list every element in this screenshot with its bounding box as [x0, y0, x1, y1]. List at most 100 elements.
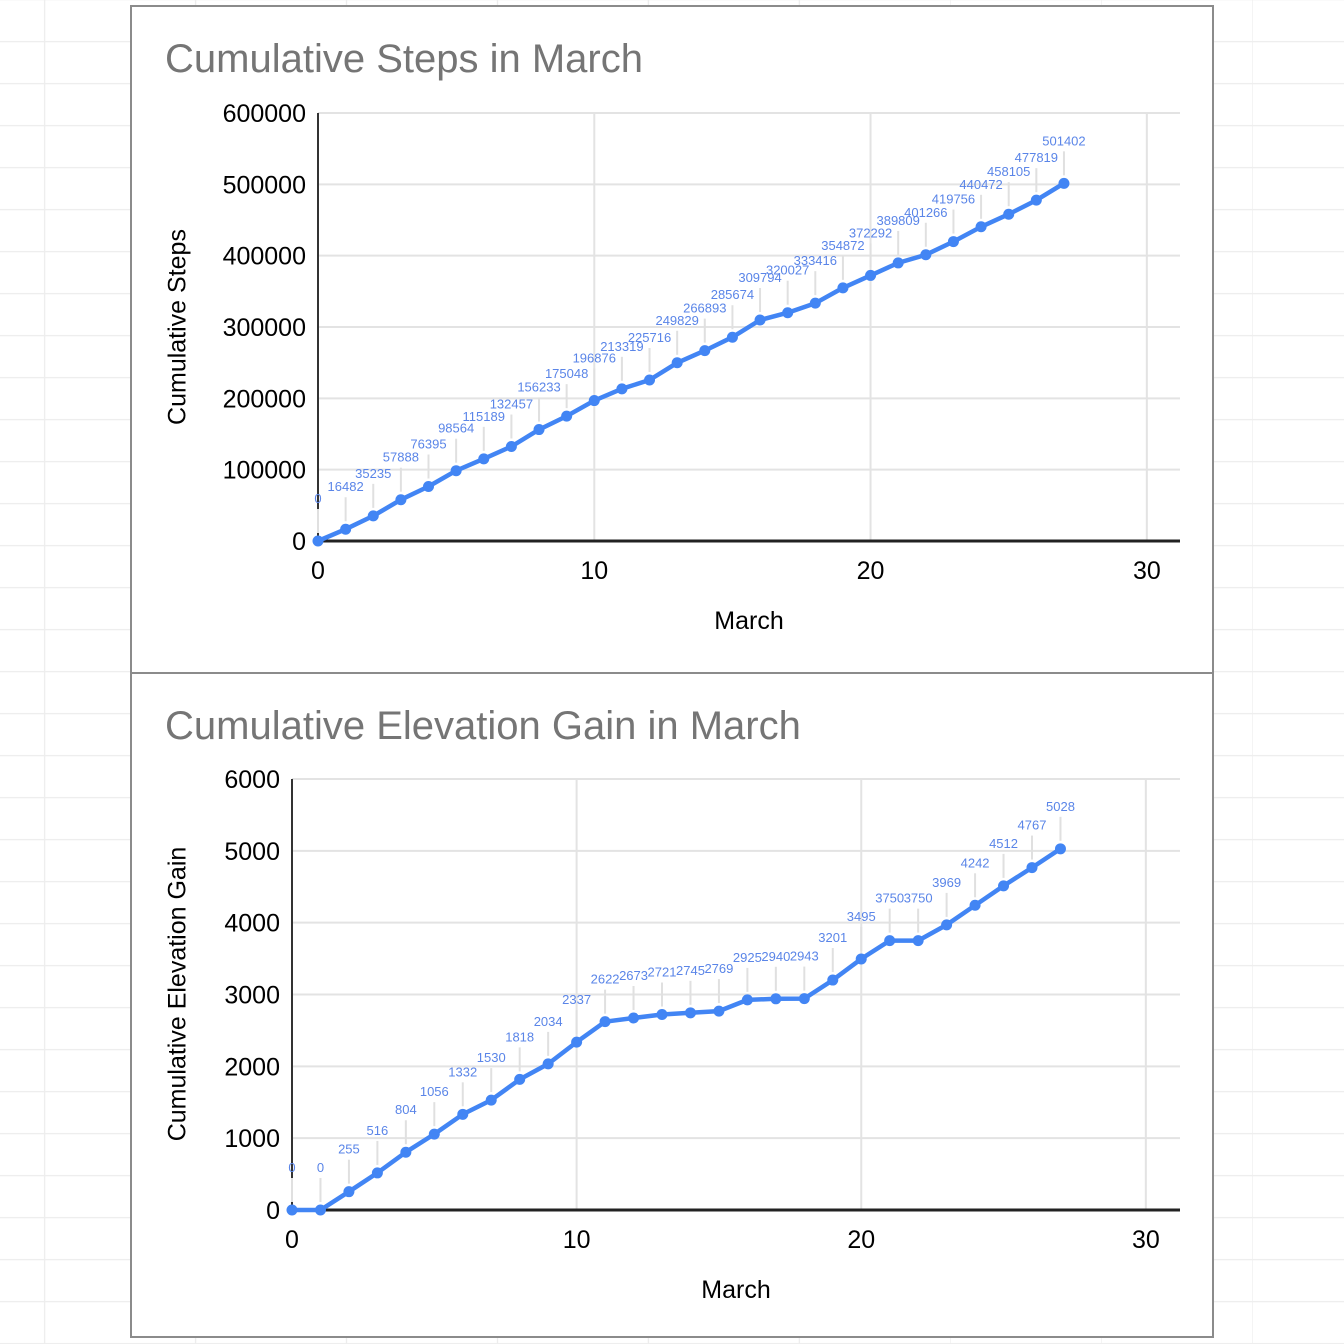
data-point — [423, 481, 435, 493]
data-point — [343, 1186, 355, 1198]
y-tick-label: 1000 — [224, 1125, 280, 1153]
y-tick-label: 5000 — [224, 838, 280, 866]
data-label: 419756 — [932, 192, 975, 207]
data-label: 2940 — [761, 949, 790, 964]
data-point — [505, 441, 517, 453]
data-label: 2673 — [619, 968, 648, 983]
data-point — [340, 523, 352, 535]
data-label: 3750 — [875, 891, 904, 906]
data-label: 0 — [317, 1160, 324, 1175]
x-tick-label: 10 — [563, 1226, 591, 1254]
data-label: 4767 — [1018, 818, 1047, 833]
y-tick-label: 300000 — [223, 314, 306, 342]
data-point — [1058, 177, 1070, 189]
data-label: 2925 — [733, 950, 762, 965]
series-line — [289, 846, 1063, 1213]
data-point — [400, 1146, 412, 1158]
data-point — [514, 1073, 526, 1085]
data-label: 2745 — [676, 963, 705, 978]
data-label: 458105 — [987, 164, 1030, 179]
data-label: 4242 — [961, 855, 990, 870]
data-point — [1030, 194, 1042, 206]
data-label: 309794 — [738, 270, 781, 285]
data-point — [561, 410, 573, 422]
x-tick-label: 30 — [1132, 1226, 1160, 1254]
data-point — [428, 1128, 440, 1140]
x-tick-label: 10 — [580, 557, 608, 585]
data-point — [533, 424, 545, 436]
data-label: 804 — [395, 1102, 417, 1117]
data-label: 2721 — [648, 965, 677, 980]
y-tick-label: 200000 — [223, 385, 306, 413]
data-label: 477819 — [1015, 150, 1058, 165]
steps-chart-title: Cumulative Steps in March — [165, 37, 643, 81]
data-label: 2622 — [591, 972, 620, 987]
data-label: 4512 — [989, 836, 1018, 851]
data-label: 333416 — [794, 253, 837, 268]
y-tick-label: 6000 — [224, 766, 280, 794]
x-tick-label: 0 — [285, 1226, 299, 1254]
data-label: 115189 — [463, 409, 505, 424]
data-point — [947, 236, 959, 248]
data-point — [941, 919, 953, 931]
data-point — [827, 974, 839, 986]
y-tick-label: 600000 — [223, 100, 306, 128]
data-label: 2034 — [534, 1014, 563, 1029]
data-label: 213319 — [600, 339, 643, 354]
data-label: 354872 — [821, 238, 864, 253]
data-label: 196876 — [573, 351, 616, 366]
elevation-chart-card[interactable]: Cumulative Elevation Gain in March Cumul… — [130, 672, 1214, 1338]
data-label: 132457 — [490, 397, 533, 412]
data-point — [699, 345, 711, 357]
data-point — [1003, 208, 1015, 220]
data-point — [969, 899, 981, 911]
data-label: 501402 — [1042, 133, 1085, 148]
data-label: 389809 — [876, 213, 919, 228]
steps-x-axis-title: March — [714, 607, 784, 635]
data-label: 5028 — [1046, 799, 1075, 814]
data-point — [485, 1094, 497, 1106]
elevation-x-axis-title: March — [701, 1276, 771, 1304]
data-label: 3750 — [904, 891, 933, 906]
y-tick-label: 100000 — [223, 457, 306, 485]
elevation-chart-title: Cumulative Elevation Gain in March — [165, 704, 801, 748]
data-label: 440472 — [959, 177, 1002, 192]
data-point — [975, 221, 987, 233]
data-label: 401266 — [904, 205, 947, 220]
data-label: 2943 — [790, 949, 819, 964]
data-label: 255 — [338, 1142, 360, 1157]
data-point — [628, 1012, 640, 1024]
data-label: 175048 — [545, 366, 588, 381]
data-point — [644, 374, 656, 386]
data-point — [286, 1204, 298, 1216]
x-tick-label: 20 — [847, 1226, 875, 1254]
data-label: 372292 — [849, 225, 892, 240]
data-point — [884, 935, 896, 947]
data-point — [571, 1036, 583, 1048]
data-point — [920, 249, 932, 261]
data-label: 249829 — [655, 313, 698, 328]
data-point — [1026, 862, 1038, 874]
data-label: 3969 — [932, 875, 961, 890]
data-label: 1056 — [420, 1084, 449, 1099]
y-tick-label: 2000 — [224, 1053, 280, 1081]
data-point — [367, 510, 379, 522]
x-tick-label: 20 — [857, 557, 885, 585]
x-tick-label: 0 — [311, 557, 325, 585]
data-point — [855, 953, 867, 965]
data-point — [478, 453, 490, 465]
y-tick-label: 4000 — [224, 910, 280, 938]
data-label: 76395 — [410, 437, 446, 452]
data-point — [671, 357, 683, 369]
data-point — [450, 465, 462, 477]
data-point — [588, 395, 600, 407]
data-point — [782, 307, 794, 319]
data-label: 0 — [314, 491, 321, 506]
data-point — [741, 994, 753, 1006]
data-label: 0 — [288, 1160, 295, 1175]
data-point — [713, 1005, 725, 1017]
data-label: 2769 — [704, 961, 733, 976]
data-point — [599, 1016, 611, 1028]
steps-chart-card[interactable]: Cumulative Steps in March Cumulative Ste… — [130, 5, 1214, 672]
data-point — [312, 535, 324, 547]
